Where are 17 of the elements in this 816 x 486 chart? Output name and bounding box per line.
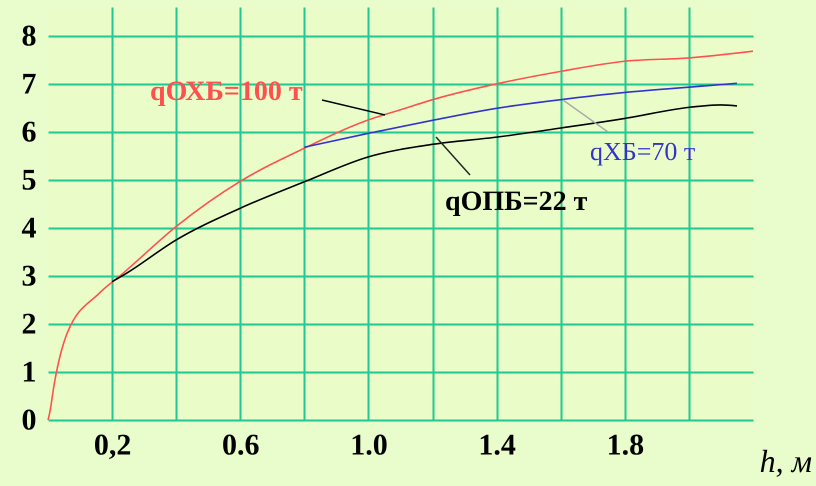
x-tick-label: 1.8: [606, 428, 644, 462]
y-tick-label: 2: [22, 307, 36, 340]
x-tick-label: 1.4: [478, 428, 516, 462]
y-tick-label: 8: [22, 19, 36, 52]
y-tick-label: 7: [22, 67, 36, 100]
line-series: [47, 50, 754, 421]
y-tick-label: 6: [22, 115, 36, 148]
y-tick-label: 5: [22, 163, 36, 196]
x-axis-title: h, м: [760, 443, 812, 479]
y-tick-label: 1: [22, 355, 36, 388]
y-tick-label: 0: [22, 404, 36, 436]
y-tick-label: 4: [22, 211, 36, 244]
line-series: [111, 104, 738, 282]
x-tick-label: 0.6: [222, 428, 260, 462]
y-tick-label: 3: [22, 259, 36, 292]
x-tick-label: 1.0: [350, 428, 388, 462]
x-tick-label: 0,2: [94, 428, 132, 462]
